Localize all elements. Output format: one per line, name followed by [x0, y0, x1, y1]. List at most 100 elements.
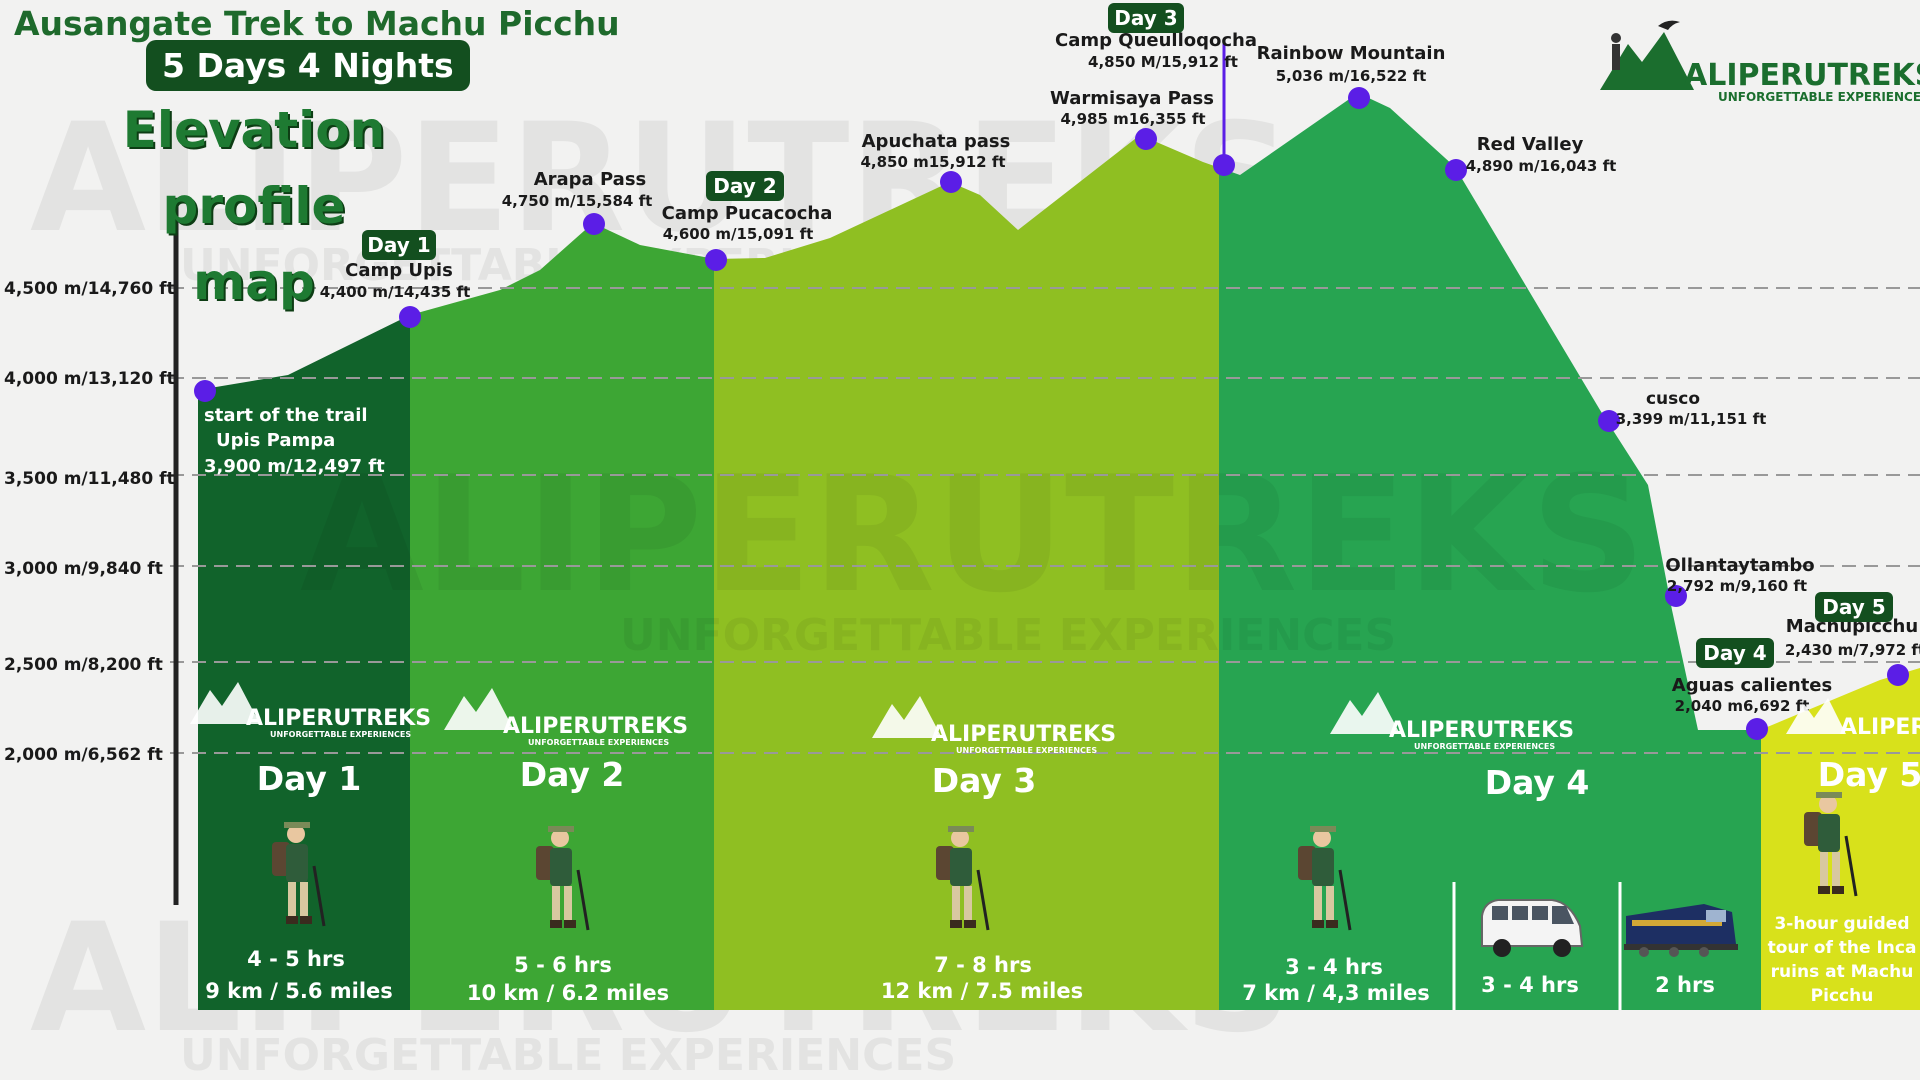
waypoint-name: Arapa Pass: [534, 169, 647, 190]
waypoint-elevation: 4,985 m16,355 ft: [1060, 110, 1205, 128]
page-subtitle-line1: Elevation profile: [122, 101, 386, 235]
brand-mark-icon: [1786, 698, 1846, 734]
marker-machupicchu: [1887, 664, 1909, 686]
waypoint-name: Camp Pucacocha: [662, 203, 833, 224]
day-description: Picchu: [1811, 986, 1874, 1006]
day-description: tour of the Inca: [1768, 938, 1917, 958]
waypoint-name: Red Valley: [1477, 134, 1584, 155]
brand-mark-icon: [190, 682, 260, 724]
day-distance: 7 km / 4,3 miles: [1242, 981, 1430, 1005]
hiker-icon: [536, 826, 590, 931]
band-watermark: ALIPERUTREKS UNFORGETTABLE EXPERIENCES: [300, 441, 1646, 661]
day-distance: 9 km / 5.6 miles: [205, 979, 393, 1003]
waypoint-markers: [194, 87, 1909, 740]
day-tag: Day 5: [1822, 595, 1885, 619]
waypoint-elevation: 4,850 M/15,912 ft: [1088, 53, 1238, 71]
axis-label: 2,500 m/8,200 ft: [4, 655, 163, 675]
waypoint-elevation: 4,850 m15,912 ft: [860, 153, 1005, 171]
train-icon: [1624, 904, 1738, 957]
day-time: 5 - 6 hrs: [514, 953, 612, 977]
hiker-icon: [272, 822, 326, 927]
marker-warmisaya-pass: [1135, 128, 1157, 150]
day-stats: 4 - 5 hrs 9 km / 5.6 miles 5 - 6 hrs 10 …: [205, 914, 1916, 1006]
page-title: Ausangate Trek to Machu Picchu: [14, 4, 620, 43]
day-tag: Day 4: [1703, 641, 1766, 665]
day-label: Day 5: [1818, 755, 1920, 794]
brand-mark-tagline: UNFORGETTABLE EXPERIENCES: [270, 730, 411, 739]
hiker-mountain-logo-icon: [1600, 20, 1694, 90]
day-tag: Day 1: [367, 233, 430, 257]
van-icon: [1481, 899, 1584, 957]
marker-ollantaytambo: [1665, 585, 1687, 607]
band-brand-marks: ALIPERUTREKS UNFORGETTABLE EXPERIENCES A…: [190, 682, 1920, 755]
waypoint-elevation: 4,600 m/15,091 ft: [663, 225, 814, 243]
band-day-5: [1761, 93, 1920, 1010]
waypoint-name: Apuchata pass: [862, 131, 1011, 152]
elevation-gridlines: [170, 287, 1920, 754]
waypoint-elevation: 4,890 m/16,043 ft: [1466, 157, 1617, 175]
marker-camp-upis: [399, 306, 421, 328]
brand-mark-name: ALIPERUTREKS: [246, 706, 431, 731]
day-tag: Day 2: [713, 174, 776, 198]
brand-tagline: UNFORGETTABLE EXPERIENCES: [1718, 90, 1920, 104]
waypoint-name: Warmisaya Pass: [1050, 88, 1214, 109]
marker-apuchata-pass: [940, 171, 962, 193]
axis-label: 2,000 m/6,562 ft: [4, 745, 163, 765]
page-subtitle: Elevation profile map: [34, 92, 474, 320]
hiker-icons: [272, 792, 1858, 931]
waypoint-name: Rainbow Mountain: [1257, 43, 1446, 64]
marker-cusco: [1598, 410, 1620, 432]
transport-time: 3 - 4 hrs: [1481, 973, 1579, 997]
day-description: 3-hour guided: [1774, 914, 1909, 934]
waypoint-elevation: 3,399 m/11,151 ft: [1616, 410, 1767, 428]
waypoint-elevation: 2,430 m/7,972 ft: [1785, 641, 1920, 659]
marker-upis-pampa: [194, 380, 216, 402]
marker-camp-queulloqocha: [1213, 154, 1235, 176]
hiker-icon: [936, 826, 990, 931]
day-label: Day 4: [1485, 763, 1590, 802]
svg-text:UNFORGETTABLE EXPERIENCES: UNFORGETTABLE EXPERIENCES: [180, 1030, 956, 1080]
waypoint-elevation: 4,400 m/14,435 ft: [320, 283, 471, 301]
day-distance: 12 km / 7.5 miles: [881, 979, 1083, 1003]
brand-logo: ALIPERUTREKS UNFORGETTABLE EXPERIENCES: [1598, 14, 1920, 106]
brand-mark-tagline: UNFORGETTABLE EXPERIENCES: [528, 738, 669, 747]
day-time: 4 - 5 hrs: [247, 947, 345, 971]
waypoint-name: Upis Pampa: [216, 430, 335, 451]
waypoint-name: cusco: [1646, 389, 1700, 409]
day-tag: Day 3: [1114, 6, 1177, 30]
waypoint-labels: start of the trail Upis Pampa 3,900 m/12…: [204, 30, 1920, 715]
brand-mark-tagline: UNFORGETTABLE EXPERIENCES: [956, 746, 1097, 755]
svg-text:UNFORGETTABLE EXPERIENCES: UNFORGETTABLE EXPERIENCES: [620, 610, 1396, 661]
axis-label: 3,000 m/9,840 ft: [4, 559, 163, 579]
duration-badge: 5 Days 4 Nights: [146, 40, 470, 91]
day-tags: Day 1 Day 2 Day 3 Day 4 Day 5: [362, 3, 1893, 668]
day-label: Day 1: [257, 759, 362, 798]
waypoint-name: Camp Queulloqocha: [1055, 30, 1257, 51]
day-distance: 10 km / 6.2 miles: [467, 981, 669, 1005]
brand-mark-name: ALIPERUTREKS: [1840, 715, 1920, 740]
axis-label: 4,000 m/13,120 ft: [4, 369, 175, 389]
day-time: 3 - 4 hrs: [1285, 955, 1383, 979]
axis-labels: 4,500 m/14,760 ft 4,000 m/13,120 ft 3,50…: [4, 279, 175, 765]
waypoint-elevation: 5,036 m/16,522 ft: [1276, 67, 1427, 85]
day-labels: Day 1 Day 2 Day 3 Day 4 Day 5: [257, 755, 1920, 802]
waypoint-name: start of the trail: [204, 405, 368, 426]
marker-aguas-calientes: [1746, 718, 1768, 740]
brand-mark-name: ALIPERUTREKS: [503, 714, 688, 739]
waypoint-elevation: 3,900 m/12,497 ft: [204, 456, 385, 477]
brand-mark-icon: [444, 688, 514, 730]
svg-text:ALIPERUTREKS: ALIPERUTREKS: [300, 441, 1646, 628]
brand-mark-icon: [872, 696, 942, 738]
waypoint-elevation: 2,040 m6,692 ft: [1675, 697, 1810, 715]
hiker-icon: [1298, 826, 1352, 931]
day-time: 7 - 8 hrs: [934, 953, 1032, 977]
waypoint-elevation: 2,792 m/9,160 ft: [1667, 577, 1807, 595]
hiker-icon: [1804, 792, 1858, 897]
brand-mark-icon: [1330, 692, 1400, 734]
day-label: Day 3: [932, 761, 1037, 800]
waypoint-name: Camp Upis: [345, 260, 453, 281]
page-subtitle-line2: map: [193, 253, 315, 311]
day-description: ruins at Machu: [1771, 962, 1914, 982]
